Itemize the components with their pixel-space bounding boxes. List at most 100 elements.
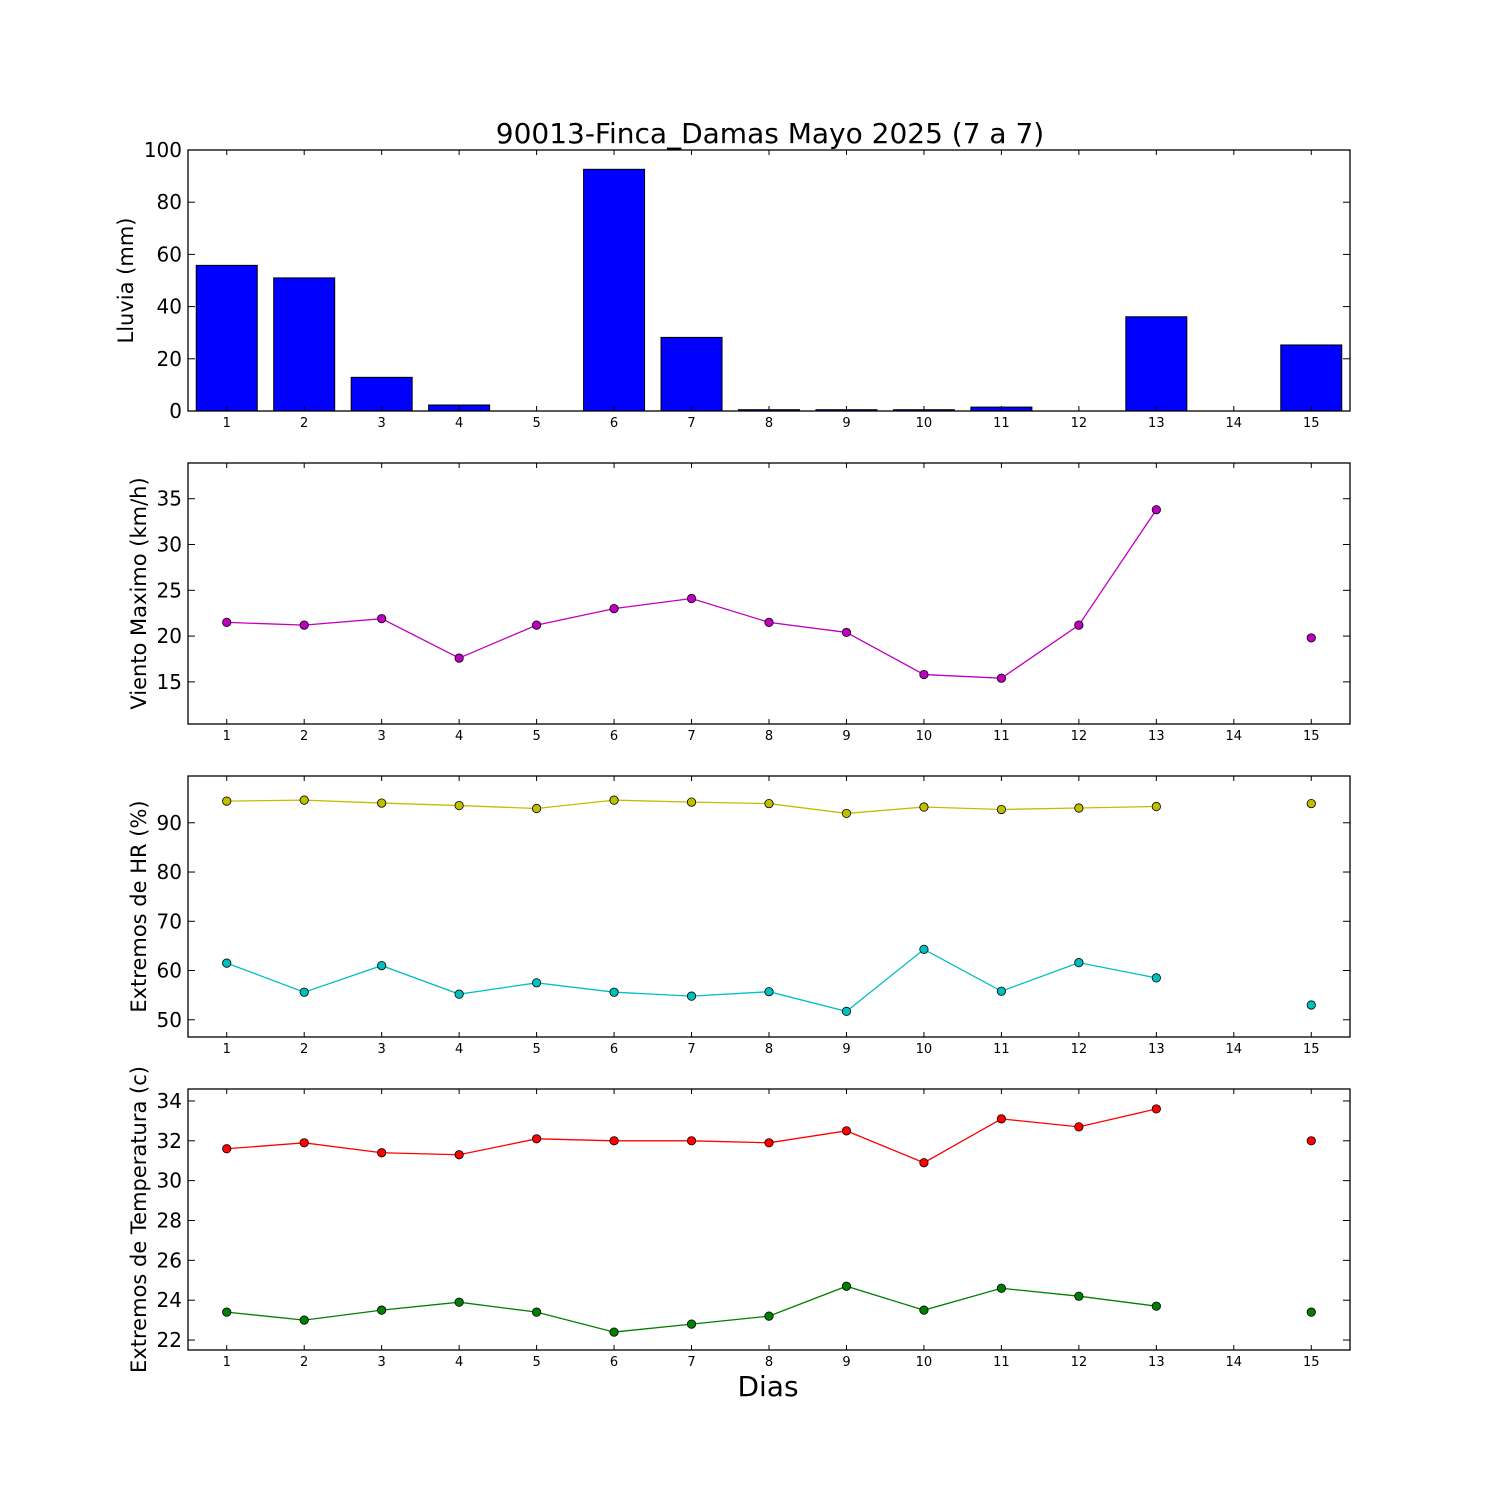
y-tick-label: 32 [157,1129,182,1153]
series-1-point-day-8 [764,798,774,809]
series-1-point-day-10 [919,802,929,812]
series-1-point-day-15 [1306,798,1316,809]
series-1-point-day-6 [609,604,619,614]
series-2-point-day-7 [686,1319,697,1329]
x-tick-label: 2 [300,1355,308,1370]
series-2-point-day-6 [609,987,619,997]
x-tick-label: 10 [916,1355,933,1370]
y-tick-label: 70 [157,909,182,933]
x-tick-label: 14 [1226,729,1243,744]
series-2-point-day-1 [222,958,232,968]
bar-day-13 [1125,316,1188,412]
series-2-point-day-5 [531,978,542,988]
x-tick-label: 12 [1071,1355,1088,1370]
x-tick-label: 15 [1303,416,1320,431]
series-1-point-day-3 [377,1148,387,1158]
x-tick-label: 4 [455,416,463,431]
x-tick-label: 5 [532,416,540,431]
series-1-point-day-2 [299,620,309,630]
series-1-point-day-5 [531,1134,542,1144]
bar-day-3 [350,376,413,412]
x-tick-label: 11 [993,729,1010,744]
x-tick-label: 8 [765,1355,773,1370]
series-1-point-day-1 [222,617,232,627]
x-tick-label: 7 [687,416,695,431]
series-2-point-day-4 [454,989,464,999]
x-tick-label: 12 [1071,1042,1088,1057]
y-tick-label: 40 [157,295,182,319]
series-1-point-day-3 [377,614,387,624]
x-tick-label: 3 [378,1355,386,1370]
x-tick-label: 7 [687,729,695,744]
x-tick-label: 6 [610,729,618,744]
series-1-point-day-13 [1151,505,1161,515]
series-1-point-day-2 [299,1138,309,1148]
series-1-point-day-12 [1074,803,1084,813]
series-2-point-day-9 [841,1006,852,1016]
bar-day-15 [1280,344,1343,412]
y-tick-label: 24 [157,1288,182,1312]
x-tick-label: 3 [378,729,386,744]
plot-frame [187,462,1351,725]
x-tick-label: 13 [1148,1355,1165,1370]
x-tick-label: 5 [532,1042,540,1057]
chart-title: 90013-Finca_Damas Mayo 2025 (7 a 7) [496,117,1044,150]
x-tick-label: 1 [223,416,231,431]
y-tick-label: 20 [157,624,182,648]
x-tick-label: 1 [223,1042,231,1057]
series-1-point-day-13 [1151,1104,1161,1114]
series-1-point-day-11 [996,1114,1007,1124]
x-tick-label: 6 [610,416,618,431]
x-tick-label: 14 [1226,1042,1243,1057]
x-tick-label: 2 [300,1042,308,1057]
y-tick-label: 80 [157,860,182,884]
panel-3: 1 2 3 4 5 6 7 8 9 10 11 12 13 14 155060708090Extremos … [127,775,1351,1057]
series-1-point-day-5 [531,803,542,814]
y-tick-label: 26 [157,1248,182,1272]
series-1-point-day-6 [609,795,619,805]
x-tick-label: 3 [378,416,386,431]
series-1-point-day-8 [764,1138,774,1148]
y-tick-label: 30 [157,1169,182,1193]
panel-4: 1 2 3 4 5 6 7 8 9 10 11 12 13 14 1522242628303234Extre… [127,1066,1351,1373]
series-2-point-day-13 [1151,973,1161,983]
x-tick-label: 12 [1071,416,1088,431]
y-axis-title: Lluvia (mm) [114,218,138,344]
series-2-point-day-4 [454,1297,464,1307]
series-2-point-day-10 [919,944,929,954]
plot-frame [187,775,1351,1038]
series-1-point-day-13 [1151,801,1161,812]
series-1-point-day-7 [686,797,697,807]
series-2-point-day-15 [1306,1307,1316,1317]
x-tick-label: 4 [455,1355,463,1370]
x-tick-label: 7 [687,1355,695,1370]
series-1-point-day-5 [531,620,542,630]
series-1-line-1 [226,1108,1157,1164]
x-tick-label: 4 [455,729,463,744]
series-1-point-day-12 [1074,1122,1084,1132]
x-tick-label: 9 [842,729,850,744]
y-tick-label: 22 [157,1328,182,1352]
y-tick-label: 0 [169,399,182,423]
series-1-point-day-12 [1074,620,1084,630]
x-tick-label: 15 [1303,729,1320,744]
series-2-point-day-8 [764,1311,774,1321]
x-tick-label: 11 [993,1355,1010,1370]
x-tick-label: 4 [455,1042,463,1057]
x-tick-label: 8 [765,729,773,744]
series-1-point-day-4 [454,653,464,663]
series-2-point-day-1 [222,1307,232,1317]
series-2-line-1 [226,948,1157,1013]
bar-day-1 [195,264,258,412]
x-tick-label: 8 [765,416,773,431]
series-2-point-day-12 [1074,958,1084,968]
series-1-point-day-8 [764,617,774,627]
y-tick-label: 28 [157,1208,182,1232]
x-axis-title: Dias [737,1370,798,1403]
series-1-point-day-4 [454,800,464,811]
series-2-point-day-12 [1074,1291,1084,1301]
series-2-point-day-2 [299,987,309,997]
x-tick-label: 2 [300,416,308,431]
series-1-point-day-6 [609,1136,619,1146]
